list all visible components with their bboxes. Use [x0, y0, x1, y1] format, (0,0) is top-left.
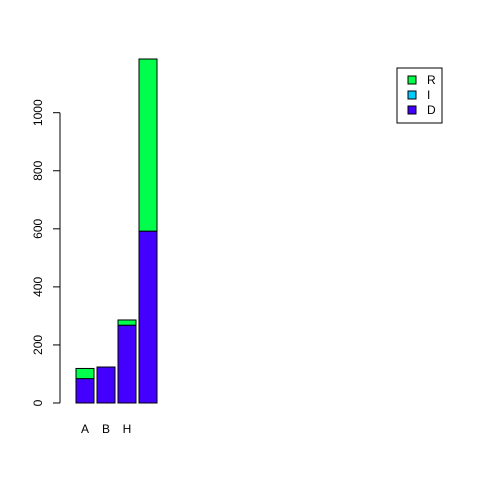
x-category-label: A — [81, 422, 89, 436]
legend-swatch-I — [407, 90, 417, 100]
legend-swatch-R — [407, 75, 417, 85]
y-axis: 0 200 400 600 800 1000 — [31, 99, 61, 406]
x-category-label: B — [102, 422, 110, 436]
bars-group — [75, 58, 158, 404]
bar-A-R — [75, 367, 95, 380]
bar-A-D — [75, 378, 95, 404]
y-tick-label: 400 — [31, 277, 45, 297]
bar-H-R — [117, 319, 137, 326]
y-tick-label: 200 — [31, 335, 45, 355]
legend-label-D: D — [427, 103, 436, 117]
legend-label-I: I — [427, 88, 430, 102]
bar-B-D — [96, 366, 116, 404]
legend: RID — [396, 67, 443, 124]
bar-cat4-R — [138, 58, 158, 232]
y-tick-label: 600 — [31, 218, 45, 238]
legend-box — [396, 67, 443, 124]
bar-H-D — [117, 324, 137, 404]
legend-label-R: R — [427, 73, 436, 87]
y-tick-label: 1000 — [31, 99, 45, 126]
legend-swatch-D — [407, 105, 417, 115]
x-category-label: H — [123, 422, 132, 436]
y-tick-label: 800 — [31, 160, 45, 180]
y-tick-label: 0 — [31, 399, 45, 406]
bar-cat4-D — [138, 230, 158, 404]
